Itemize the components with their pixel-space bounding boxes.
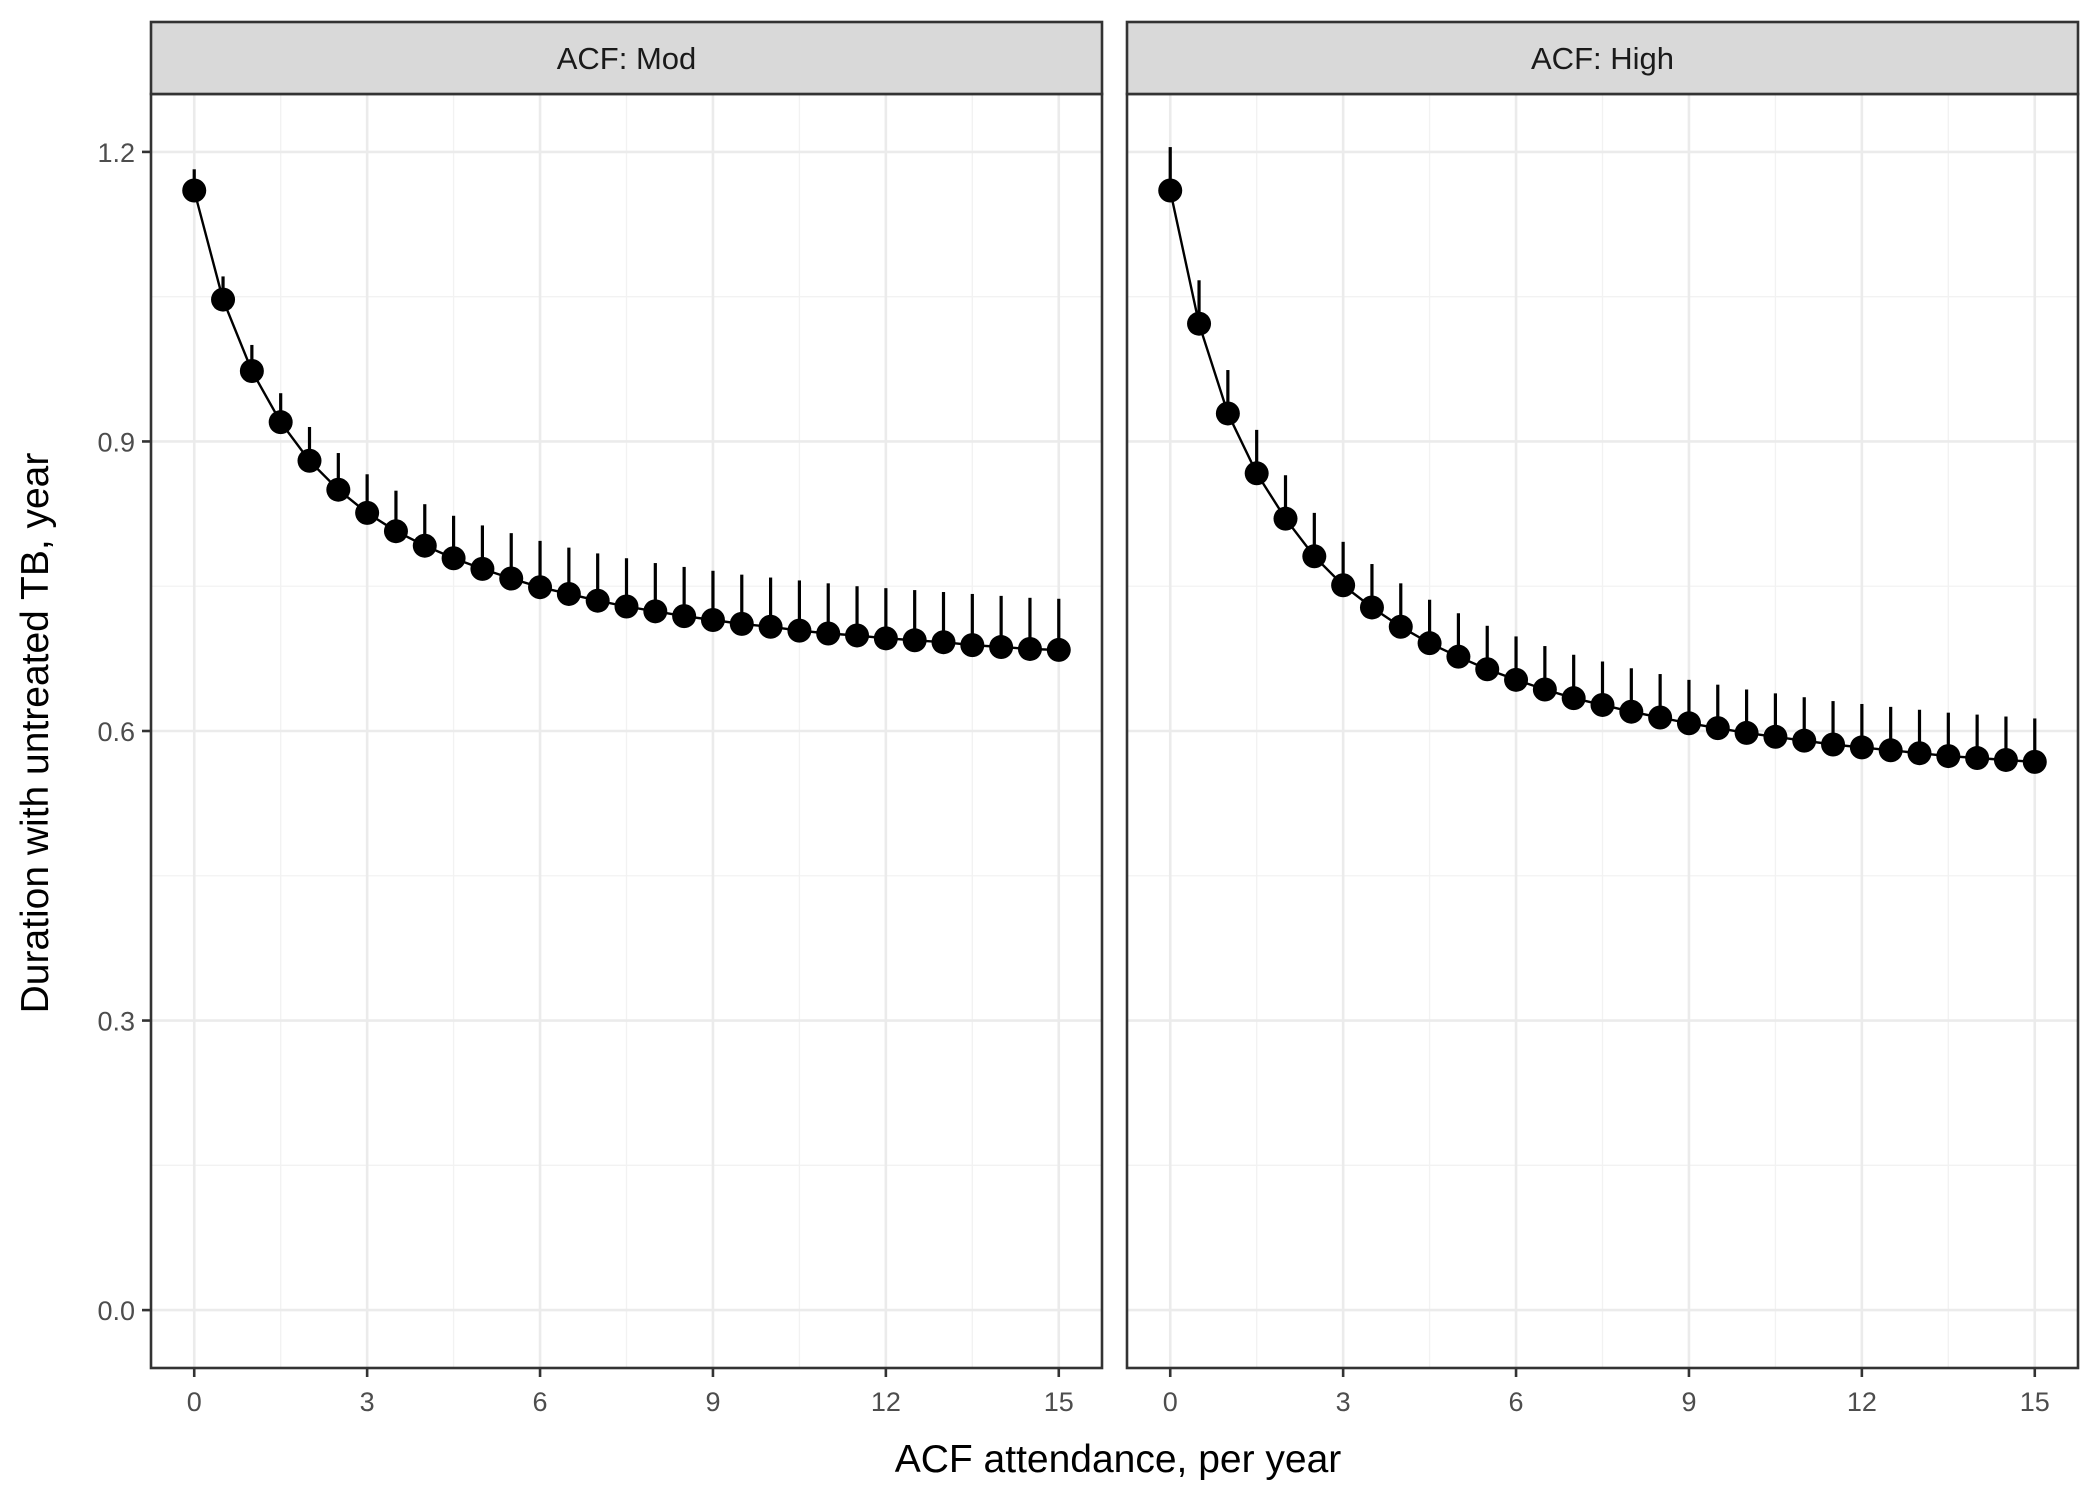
- data-point: [989, 635, 1014, 660]
- data-point: [1187, 311, 1212, 336]
- panel-acf-mod: ACF: Mod 0 3 6 9 12 15 0.0 0.3 0.6 0.9 1.2: [97, 20, 1104, 1417]
- data-point: [182, 178, 207, 203]
- y-tick-label: 0.9: [97, 427, 135, 457]
- data-point: [1532, 677, 1557, 702]
- data-point: [1417, 631, 1442, 656]
- x-tick-label: 6: [1509, 1387, 1524, 1417]
- data-point: [1475, 657, 1500, 682]
- data-point: [1821, 732, 1846, 757]
- data-point: [873, 626, 898, 651]
- data-point: [412, 533, 437, 558]
- data-point: [1619, 699, 1644, 724]
- data-point: [1907, 741, 1932, 766]
- data-point: [643, 599, 668, 624]
- data-point: [239, 358, 264, 383]
- data-point: [845, 623, 870, 648]
- data-point: [1331, 573, 1356, 598]
- data-point: [672, 604, 697, 629]
- data-point: [1734, 720, 1759, 745]
- strip-label: ACF: High: [1531, 41, 1674, 76]
- data-point: [1792, 728, 1817, 753]
- x-tick-label: 12: [871, 1387, 901, 1417]
- x-tick-label: 12: [1847, 1387, 1877, 1417]
- data-point: [902, 628, 927, 653]
- x-tick-label: 9: [1681, 1387, 1696, 1417]
- y-tick-label: 0.3: [97, 1007, 135, 1037]
- data-point: [528, 575, 553, 600]
- data-point: [1158, 178, 1183, 203]
- x-tick-label: 3: [360, 1387, 375, 1417]
- y-tick-label: 0.6: [97, 717, 135, 747]
- y-axis-title: Duration with untreated TB, year: [14, 453, 57, 1014]
- data-point: [355, 500, 380, 525]
- data-point: [1878, 738, 1903, 763]
- data-point: [1388, 614, 1413, 639]
- panel-acf-high: ACF: High 0 3 6 9 12 15: [1125, 20, 2080, 1417]
- strip-background: [1125, 20, 2080, 96]
- data-point: [1302, 544, 1327, 569]
- data-point: [614, 594, 639, 619]
- data-point: [1993, 747, 2018, 772]
- y-tick-label: 0.0: [97, 1296, 135, 1326]
- data-point: [297, 448, 322, 473]
- x-axis-title: ACF attendance, per year: [895, 1438, 1342, 1481]
- data-point: [326, 477, 351, 502]
- data-point: [1705, 716, 1730, 741]
- data-point: [729, 611, 754, 636]
- data-point: [1046, 637, 1071, 662]
- x-tick-label: 0: [1163, 1387, 1178, 1417]
- data-point: [1936, 744, 1961, 769]
- x-tick-label: 15: [1044, 1387, 1074, 1417]
- data-point: [787, 618, 812, 643]
- data-point: [1215, 401, 1240, 426]
- data-point: [1504, 667, 1529, 692]
- x-tick-label: 0: [187, 1387, 202, 1417]
- data-point: [1763, 724, 1788, 749]
- data-point: [268, 410, 293, 435]
- data-point: [470, 556, 495, 581]
- data-point: [1561, 686, 1586, 711]
- data-point: [556, 581, 581, 606]
- data-point: [960, 633, 985, 658]
- data-point: [1648, 705, 1673, 730]
- data-point: [1849, 735, 1874, 760]
- data-point: [758, 614, 783, 639]
- data-point: [1273, 506, 1298, 531]
- x-tick-label: 6: [533, 1387, 548, 1417]
- strip-background: [149, 20, 1104, 96]
- y-tick-label: 1.2: [97, 138, 135, 168]
- data-point: [499, 566, 524, 591]
- data-point: [1676, 711, 1701, 736]
- x-tick-label: 9: [705, 1387, 720, 1417]
- data-point: [211, 287, 236, 312]
- data-point: [585, 588, 610, 613]
- data-point: [383, 519, 408, 544]
- data-point: [1446, 644, 1471, 669]
- data-point: [700, 608, 725, 633]
- strip-label: ACF: Mod: [557, 41, 697, 76]
- data-point: [1359, 595, 1384, 620]
- x-tick-label: 15: [2020, 1387, 2050, 1417]
- data-point: [2022, 749, 2047, 774]
- data-point: [1017, 636, 1042, 661]
- data-point: [1965, 746, 1990, 771]
- data-point: [931, 630, 956, 655]
- x-tick-label: 3: [1336, 1387, 1351, 1417]
- data-point: [441, 546, 466, 571]
- data-point: [816, 621, 841, 646]
- data-point: [1244, 461, 1269, 486]
- data-point: [1590, 692, 1615, 717]
